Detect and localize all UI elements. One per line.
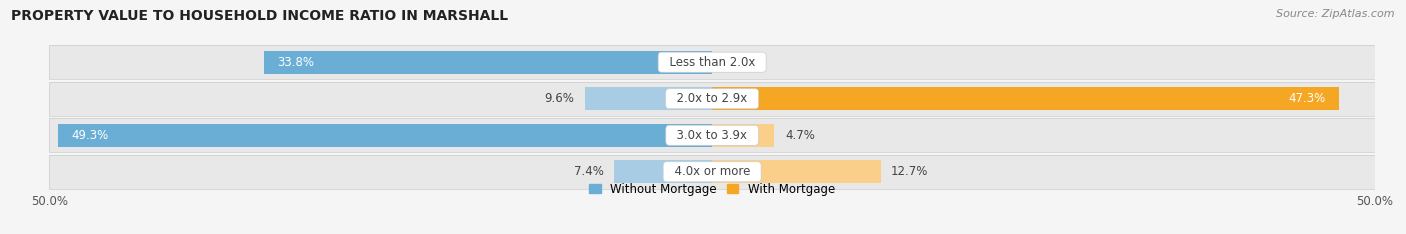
Bar xyxy=(614,161,713,183)
Text: PROPERTY VALUE TO HOUSEHOLD INCOME RATIO IN MARSHALL: PROPERTY VALUE TO HOUSEHOLD INCOME RATIO… xyxy=(11,9,509,23)
Text: 47.3%: 47.3% xyxy=(1289,92,1326,105)
Bar xyxy=(49,82,1375,116)
Text: 12.7%: 12.7% xyxy=(891,165,928,178)
Bar xyxy=(713,124,775,146)
Bar xyxy=(49,82,1375,116)
Text: 9.6%: 9.6% xyxy=(544,92,574,105)
Bar xyxy=(713,161,880,183)
Text: 49.3%: 49.3% xyxy=(72,129,110,142)
Text: Less than 2.0x: Less than 2.0x xyxy=(662,56,762,69)
Text: 7.4%: 7.4% xyxy=(574,165,603,178)
Text: 4.0x or more: 4.0x or more xyxy=(666,165,758,178)
Bar xyxy=(49,45,1375,79)
Bar xyxy=(49,155,1375,189)
Bar xyxy=(59,124,713,146)
Bar xyxy=(49,118,1375,152)
Bar xyxy=(49,118,1375,152)
Legend: Without Mortgage, With Mortgage: Without Mortgage, With Mortgage xyxy=(586,180,838,198)
Bar xyxy=(585,88,713,110)
Bar xyxy=(49,155,1375,189)
Bar xyxy=(264,51,713,73)
Text: 0.0%: 0.0% xyxy=(723,56,752,69)
Text: 2.0x to 2.9x: 2.0x to 2.9x xyxy=(669,92,755,105)
Text: 4.7%: 4.7% xyxy=(785,129,815,142)
Bar xyxy=(713,88,1340,110)
Text: 33.8%: 33.8% xyxy=(277,56,315,69)
Text: 3.0x to 3.9x: 3.0x to 3.9x xyxy=(669,129,755,142)
Bar xyxy=(49,45,1375,79)
Text: Source: ZipAtlas.com: Source: ZipAtlas.com xyxy=(1277,9,1395,19)
